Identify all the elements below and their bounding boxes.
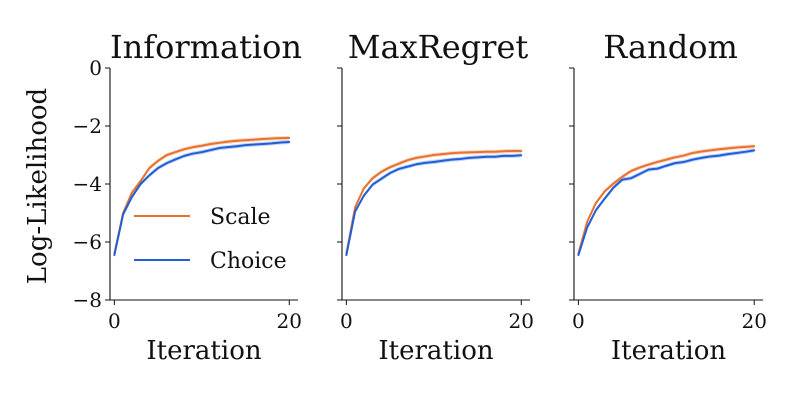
series-band-choice [114, 139, 290, 258]
legend-label-choice: Choice [210, 249, 287, 274]
x-axis-label: Iteration [146, 336, 261, 366]
legend-label-scale: Scale [210, 205, 271, 230]
panel-title: Random [603, 28, 738, 66]
series-line-scale [577, 145, 756, 255]
series-band-choice [578, 148, 755, 258]
series-line-scale [113, 136, 291, 255]
x-axis-label: Iteration [378, 336, 493, 366]
x-tick-label: 0 [340, 309, 353, 333]
y-tick-label: −8 [73, 288, 102, 312]
series-line-scale [345, 149, 523, 255]
x-tick-label: 20 [741, 309, 766, 333]
series-band-choice [346, 153, 522, 258]
x-tick-label: 20 [509, 309, 534, 333]
y-axis-label: Log-Likelihood [23, 88, 53, 284]
x-tick-label: 0 [572, 309, 585, 333]
y-tick-label: −2 [73, 114, 102, 138]
x-tick-label: 20 [277, 309, 302, 333]
y-tick-label: −4 [73, 172, 102, 196]
y-tick-label: 0 [89, 56, 102, 80]
x-tick-label: 0 [108, 309, 121, 333]
x-axis-label: Iteration [611, 336, 726, 366]
panel-title: MaxRegret [348, 28, 529, 66]
y-tick-label: −6 [73, 230, 102, 254]
series-line-choice [577, 149, 756, 257]
series-line-choice [113, 140, 291, 257]
series-line-choice [345, 154, 523, 257]
series-band-scale [346, 148, 522, 256]
panel-title: Information [110, 28, 302, 66]
